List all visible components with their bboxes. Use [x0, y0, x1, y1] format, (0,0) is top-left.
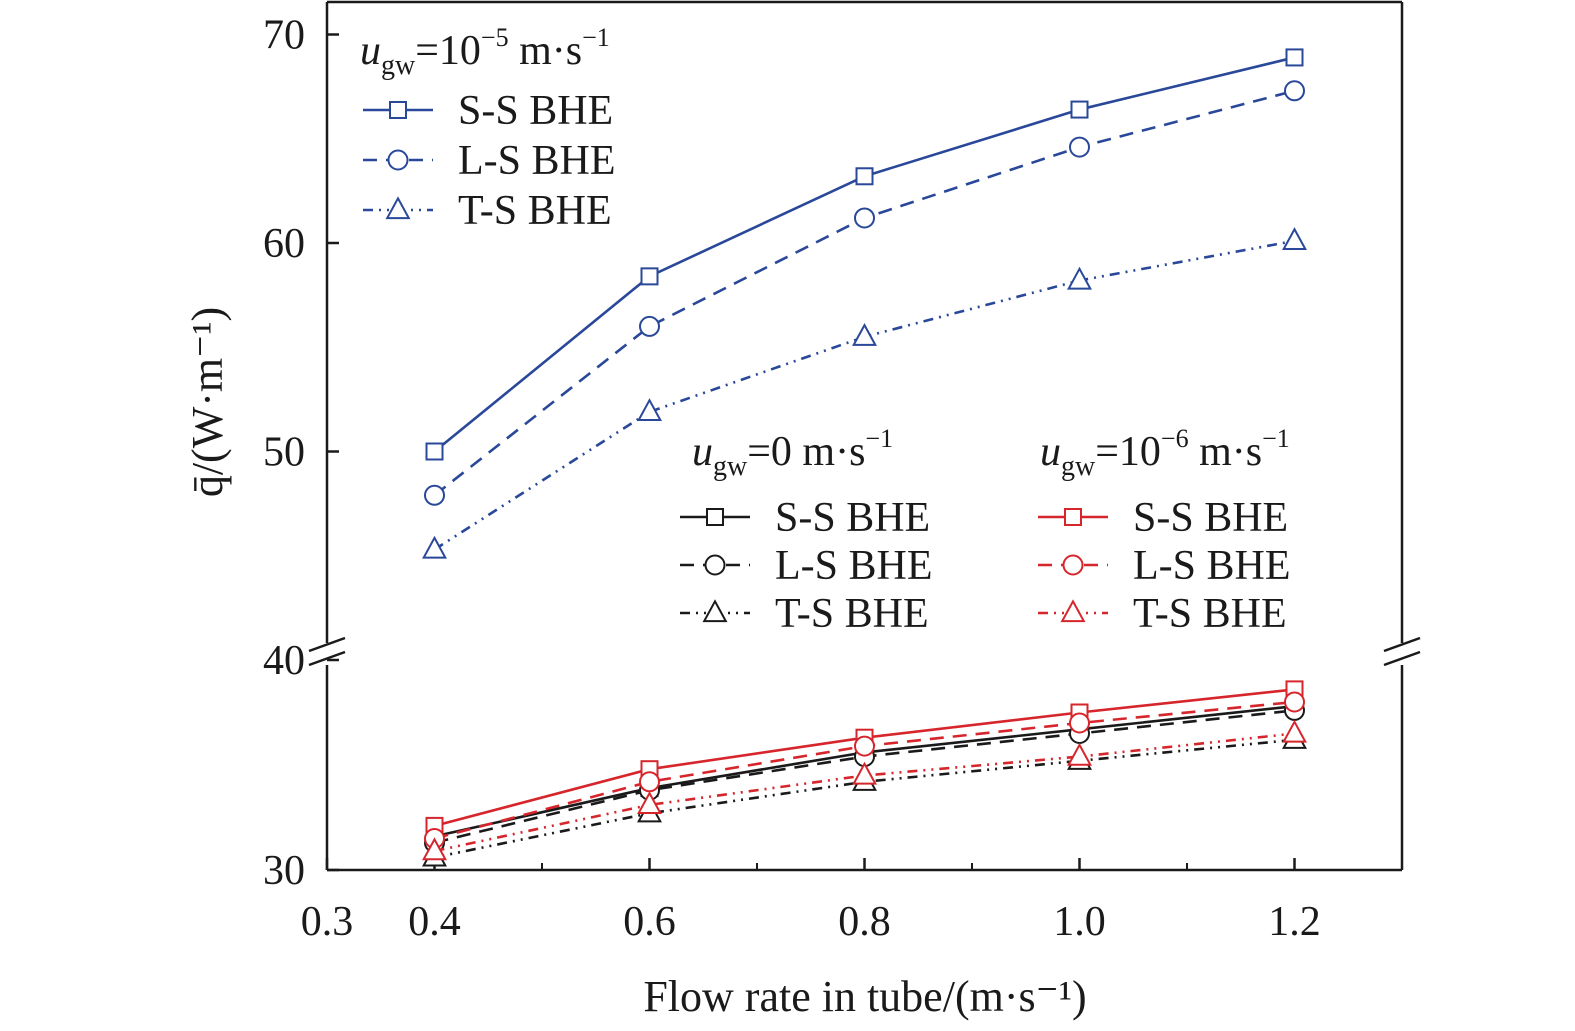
data-point-marker: [637, 398, 662, 421]
x-axis-title: Flow rate in tube/(m·s⁻¹): [643, 972, 1086, 1021]
data-point-marker: [422, 837, 447, 861]
x-tick-label: 1.0: [1053, 899, 1106, 945]
data-point-marker: [639, 315, 660, 337]
legend-marker: [704, 554, 726, 576]
data-point-marker: [1284, 80, 1305, 102]
data-point-marker: [854, 735, 875, 757]
legend-label: S-S BHE: [458, 88, 613, 134]
series-t-s-bhegroup-0: [422, 227, 1307, 559]
x-tick-label: 0.4: [408, 899, 461, 945]
data-point-marker: [640, 267, 659, 286]
data-point-marker: [1067, 266, 1092, 290]
data-point-marker: [637, 791, 662, 814]
x-axis-ticks: 0.3 0.4 0.6 0.8 1.0 1.2: [301, 858, 1321, 945]
data-point-marker: [1284, 691, 1305, 713]
series-layer: [422, 48, 1307, 867]
data-point-marker: [852, 323, 877, 346]
series-s-s-bhegroup-0: [425, 48, 1304, 461]
data-point-marker: [639, 771, 660, 793]
axis-break-mark: [308, 650, 346, 667]
x-tick-label: 0.8: [838, 899, 891, 945]
axis-break-mark: [1383, 636, 1421, 653]
legend-label: T-S BHE: [1133, 591, 1287, 637]
y-tick-label: 40: [263, 638, 305, 684]
legend-marker: [1062, 554, 1084, 576]
legend-marker: [706, 508, 724, 526]
y-tick-label: 60: [263, 221, 305, 267]
data-point-marker: [852, 761, 877, 785]
x-tick-label: 0.3: [301, 899, 354, 945]
data-point-marker: [1282, 719, 1307, 743]
data-point-marker: [425, 442, 444, 461]
y-axis-title: q̄/(W·m⁻¹): [183, 307, 232, 497]
legend-heading: ugw=10−6 m·s−1: [1040, 424, 1290, 482]
legend-label: S-S BHE: [1133, 495, 1288, 541]
legend-marker: [1064, 508, 1082, 526]
data-point-marker: [854, 207, 875, 229]
data-point-marker: [1282, 227, 1307, 251]
legend-heading: ugw=10−5 m·s−1: [360, 23, 610, 81]
legend-label: S-S BHE: [775, 495, 930, 541]
legend-marker: [1060, 599, 1086, 623]
data-point-marker: [1070, 100, 1089, 119]
legend-label: L-S BHE: [775, 543, 933, 589]
y-axis-ticks: 30 40 50 60 70: [263, 13, 339, 894]
legend-label: L-S BHE: [1133, 543, 1291, 589]
legend-label: L-S BHE: [458, 138, 616, 184]
axis-break-mark: [308, 636, 346, 653]
data-point-marker: [424, 484, 445, 506]
legend-label: T-S BHE: [458, 188, 612, 234]
data-point-marker: [1069, 136, 1090, 158]
data-point-marker: [855, 167, 874, 186]
data-point-marker: [1285, 48, 1304, 67]
y-tick-label: 50: [263, 430, 305, 476]
data-point-marker: [422, 535, 447, 559]
data-point-marker: [1067, 742, 1092, 766]
legend-marker: [389, 101, 407, 119]
x-tick-label: 0.6: [623, 899, 676, 945]
data-point-marker: [1069, 712, 1090, 734]
series-t-s-bhegroup-2: [422, 719, 1307, 861]
axis-break-mark: [1383, 650, 1421, 667]
y-tick-label: 30: [263, 848, 305, 894]
legend-marker: [387, 149, 409, 171]
y-tick-label: 70: [263, 13, 305, 59]
legend-marker: [702, 599, 728, 623]
legend-marker: [385, 196, 411, 220]
x-tick-label: 1.2: [1268, 899, 1321, 945]
series-l-s-bhegroup-0: [424, 80, 1305, 506]
legend-heading: ugw=0 m·s−1: [692, 424, 893, 482]
legend-label: T-S BHE: [775, 591, 929, 637]
